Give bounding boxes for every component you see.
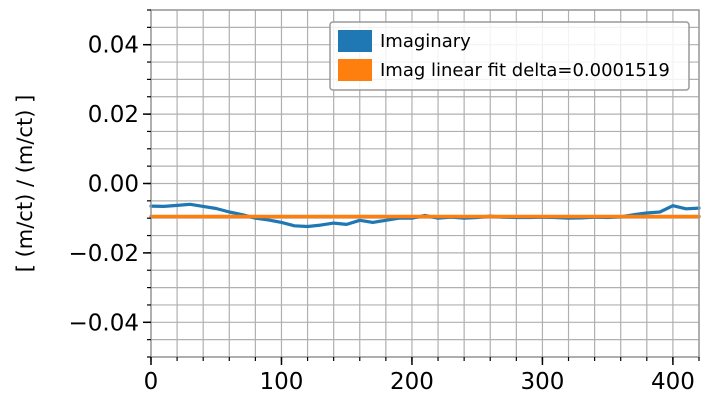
plot-area: [149, 202, 701, 229]
x-tick-label: 400: [651, 369, 695, 395]
y-tick-label: −0.04: [69, 310, 139, 336]
legend-swatch: [338, 30, 372, 52]
y-tick-label: 0.02: [88, 102, 139, 128]
x-tick-label: 0: [144, 369, 159, 395]
legend: Imaginary Imag linear fit delta=0.0001519: [329, 21, 690, 91]
x-tick-label: 100: [260, 369, 304, 395]
y-tick-label: −0.02: [69, 241, 139, 267]
legend-box: [329, 21, 690, 91]
y-axis-label: [ (m/ct) / (m/ct) ]: [13, 95, 37, 273]
axis-ticks: 0 100 200 300 400 −0.04 −0.02 0.00 0.02 0.04: [69, 9, 700, 395]
x-tick-label: 300: [520, 369, 564, 395]
legend-label: Imag linear fit delta=0.0001519: [380, 60, 670, 81]
x-tick-label: 200: [390, 369, 434, 395]
y-tick-label: 0.00: [88, 172, 139, 198]
y-tick-label: 0.04: [88, 33, 139, 59]
legend-swatch: [338, 59, 372, 81]
legend-label: Imaginary: [380, 31, 471, 52]
